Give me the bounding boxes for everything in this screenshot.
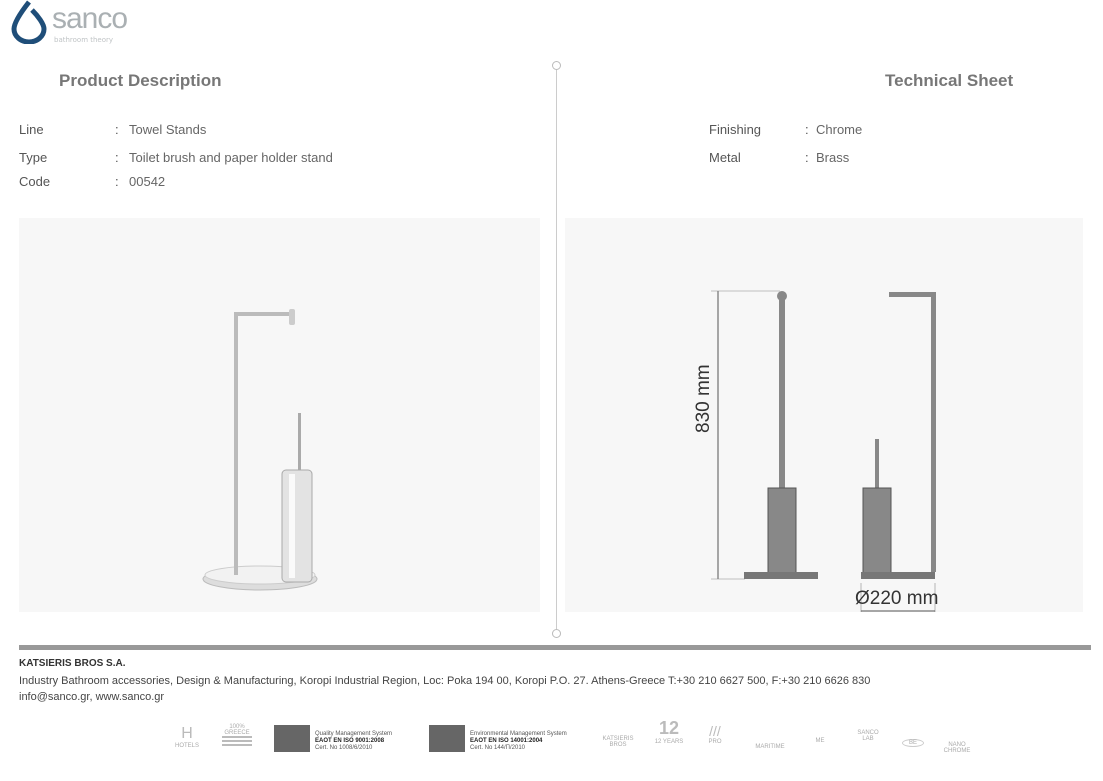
katsieris-badge: KATSIERIS BROS [602,736,634,748]
colon: : [115,174,119,189]
eurocert-logo-icon [274,725,310,752]
pro-badge: ///PRO [708,723,722,745]
be-badge: BE [902,739,924,747]
years-badge: 12 12 YEARS [654,718,684,745]
me-badge: ME [815,738,825,744]
nano-chrome-badge: NANO CHROME [943,742,971,754]
environmental-cert: Environmental Management System EAOT EN I… [470,731,567,751]
colon: : [115,150,119,165]
sanco-drop-logo-icon [11,0,47,44]
code-value: 00542 [129,174,166,189]
company-address: Industry Bathroom accessories, Design & … [19,675,871,687]
height-dimension: 830 mm [693,364,714,433]
brand-name: sanco [52,2,128,35]
brand-tagline: bathroom theory [54,36,114,44]
metal-value: Brass [816,150,850,165]
vertical-divider [556,66,557,632]
diameter-dimension: Ø220 mm [855,588,939,609]
type-value: Toilet brush and paper holder stand [129,150,333,165]
divider-dot [552,61,561,70]
divider-dot [552,629,561,638]
line-value: Towel Stands [129,122,207,137]
line-label: Line [19,122,44,137]
technical-sheet-title: Technical Sheet [885,71,1014,90]
footer-rule [19,645,1091,650]
finishing-value: Chrome [816,122,863,137]
colon: : [115,122,119,137]
product-photo [19,218,540,612]
finishing-label: Finishing [709,122,762,137]
company-contact: info@sanco.gr, www.sanco.gr [19,691,165,703]
type-label: Type [19,150,48,165]
colon: : [805,150,809,165]
sanco-lab-badge: SANCO LAB [857,730,879,742]
eurocert-logo-icon [429,725,465,752]
product-description-title: Product Description [59,71,222,90]
quality-cert: Quality Management System EAOT EN ISO 900… [315,731,393,751]
maritime-badge: MARITIME [755,744,785,750]
company-name: KATSIERIS BROS S.A. [19,658,126,669]
technical-drawing: 830 mm Ø220 mm [565,218,1083,618]
code-label: Code [19,174,51,189]
metal-label: Metal [709,150,741,165]
hotels-badge: H HOTELS [174,725,199,749]
greece-badge: 100% GREECE [222,724,252,746]
colon: : [805,122,809,137]
